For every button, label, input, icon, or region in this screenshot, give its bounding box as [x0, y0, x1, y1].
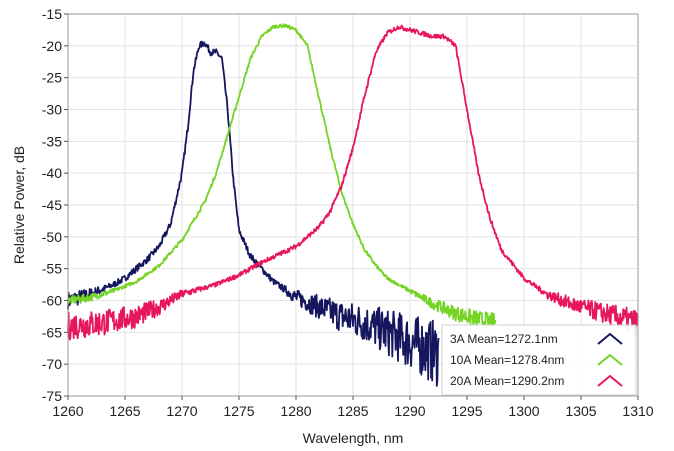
x-tick-label: 1295: [451, 403, 482, 419]
series-line: [67, 40, 440, 387]
y-tick-label: -65: [42, 324, 62, 340]
x-tick-label: 1290: [394, 403, 425, 419]
y-tick-label: -30: [42, 102, 62, 118]
y-tick-label: -60: [42, 293, 62, 309]
y-axis-title: Relative Power, dB: [11, 146, 27, 264]
legend-label: 10A Mean=1278.4nm: [450, 353, 564, 367]
x-tick-label: 1285: [337, 403, 368, 419]
x-tick-label: 1260: [52, 403, 83, 419]
y-tick-label: -50: [42, 229, 62, 245]
y-tick-label: -25: [42, 70, 62, 86]
y-tick-label: -20: [42, 38, 62, 54]
x-tick-label: 1265: [109, 403, 140, 419]
y-tick-label: -70: [42, 356, 62, 372]
x-tick-label: 1310: [622, 403, 653, 419]
legend-swatch: [597, 353, 623, 366]
y-axis: -15 -20 -25 -30 -35 -40 -45 -50 -55 -60 -65 -70 -75: [42, 6, 68, 404]
y-tick-label: -40: [42, 165, 62, 181]
x-tick-label: 1275: [223, 403, 254, 419]
series-layer: [67, 23, 639, 387]
y-tick-label: -55: [42, 261, 62, 277]
x-tick-label: 1280: [280, 403, 311, 419]
x-tick-label: 1300: [508, 403, 539, 419]
x-tick-label: 1305: [565, 403, 596, 419]
series-line: [67, 24, 639, 341]
legend-label: 3A Mean=1272.1nm: [450, 332, 558, 346]
y-tick-label: -45: [42, 197, 62, 213]
x-axis: 1260 1265 1270 1275 1280 1285 1290 1295 1300 1305…: [52, 396, 654, 419]
legend-label: 20A Mean=1290.2nm: [450, 374, 564, 388]
legend: 3A Mean=1272.1nm 10A Mean=1278.4nm 20A Mea…: [441, 324, 637, 396]
x-tick-label: 1270: [166, 403, 197, 419]
legend-swatch: [597, 332, 623, 345]
y-tick-label: -75: [42, 388, 62, 404]
y-tick-label: -15: [42, 6, 62, 22]
y-tick-label: -35: [42, 133, 62, 149]
series-line: [67, 23, 497, 331]
x-axis-title: Wavelength, nm: [303, 430, 404, 446]
legend-swatch: [597, 374, 623, 387]
